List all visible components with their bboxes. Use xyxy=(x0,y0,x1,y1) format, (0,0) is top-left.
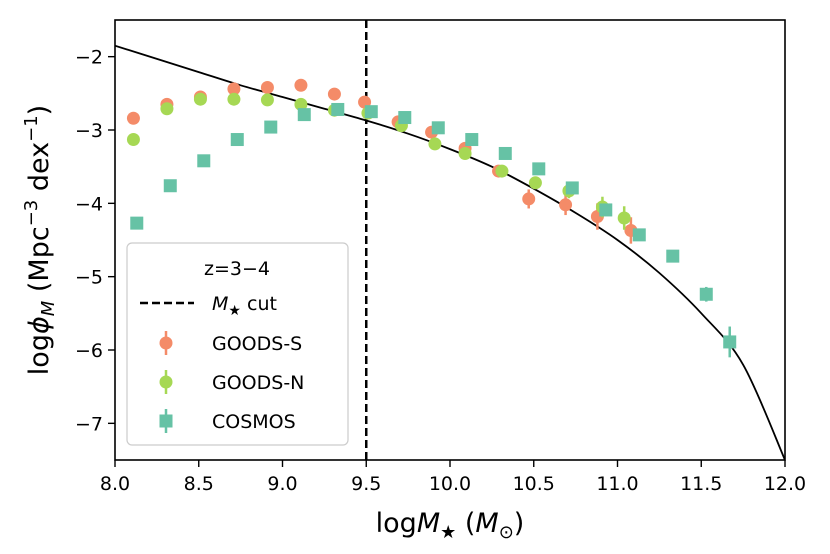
data-point xyxy=(264,121,277,134)
data-point xyxy=(428,137,441,150)
data-point xyxy=(618,212,631,225)
data-point xyxy=(700,288,713,301)
data-point xyxy=(599,203,612,216)
y-tick-label: −6 xyxy=(75,340,103,362)
legend: z=3−4 M★ cut GOODS-S GOODS-N COSMOS xyxy=(127,243,348,445)
y-tick-label: −2 xyxy=(75,47,103,69)
x-tick-label: 11.5 xyxy=(680,473,722,495)
y-tick-label: −7 xyxy=(75,413,103,435)
data-point xyxy=(331,103,344,116)
x-tick-label: 8.5 xyxy=(184,473,214,495)
data-point xyxy=(127,133,140,146)
data-point xyxy=(398,111,411,124)
data-point xyxy=(529,176,542,189)
x-tick-label: 11.0 xyxy=(596,473,638,495)
data-point xyxy=(666,250,679,263)
data-point xyxy=(164,179,177,192)
data-point xyxy=(160,102,173,115)
data-point xyxy=(495,165,508,178)
y-tick-label: −4 xyxy=(75,193,103,215)
data-point xyxy=(261,93,274,106)
data-point xyxy=(298,108,311,121)
y-tick-label: −3 xyxy=(75,120,103,142)
y-tick-label: −5 xyxy=(75,267,103,289)
data-point xyxy=(532,162,545,175)
data-point xyxy=(432,121,445,134)
x-tick-label: 9.0 xyxy=(267,473,297,495)
legend-goods-n-marker xyxy=(160,376,173,389)
chart-background xyxy=(0,0,830,554)
legend-title: z=3−4 xyxy=(204,258,270,280)
data-point xyxy=(194,93,207,106)
data-point xyxy=(723,335,736,348)
legend-label-goods-s: GOODS-S xyxy=(212,333,302,355)
chart: 8.0 8.5 9.0 9.5 10.0 10.5 11.0 11.5 12.0 −2 −3 −4 −5… xyxy=(0,0,830,554)
data-point xyxy=(522,192,535,205)
legend-goods-s-marker xyxy=(160,337,173,350)
data-point xyxy=(566,181,579,194)
data-point xyxy=(231,133,244,146)
x-tick-label: 10.5 xyxy=(513,473,555,495)
x-tick-label: 9.5 xyxy=(351,473,381,495)
data-point xyxy=(559,198,572,211)
data-point xyxy=(227,93,240,106)
data-point xyxy=(499,147,512,160)
data-point xyxy=(633,228,646,241)
data-point xyxy=(294,79,307,92)
data-point xyxy=(197,154,210,167)
x-tick-label: 8.0 xyxy=(100,473,130,495)
data-point xyxy=(127,112,140,125)
legend-label-cosmos: COSMOS xyxy=(212,411,296,433)
data-point xyxy=(365,105,378,118)
x-tick-label: 10.0 xyxy=(429,473,471,495)
data-point xyxy=(130,217,143,230)
data-point xyxy=(459,147,472,160)
legend-label-goods-n: GOODS-N xyxy=(212,372,304,394)
legend-cosmos-marker xyxy=(160,415,173,428)
x-tick-label: 12.0 xyxy=(764,473,806,495)
data-point xyxy=(465,133,478,146)
y-axis-title: logϕM (Mpc−3 dex−1) xyxy=(21,105,59,375)
data-point xyxy=(328,88,341,101)
data-point xyxy=(261,81,274,94)
